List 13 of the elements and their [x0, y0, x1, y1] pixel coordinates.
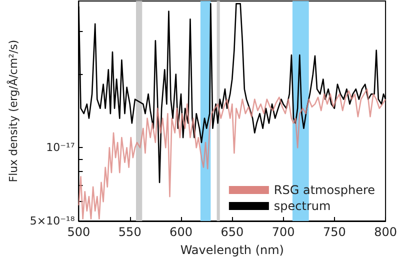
x-axis-title: Wavelength (nm)	[180, 243, 284, 257]
x-tick-label: 700	[272, 225, 295, 239]
legend-label: RSG atmosphere	[274, 183, 376, 197]
x-tick-label: 500	[67, 225, 90, 239]
x-tick-label: 750	[322, 225, 346, 239]
y-axis-title: Flux density (erg/Å/cm²/s)	[6, 40, 20, 182]
x-tick-label: 800	[374, 225, 397, 239]
y-tick-label: 10⁻¹⁷	[46, 141, 75, 154]
y-tick-label: 5×10⁻¹⁸	[30, 214, 76, 228]
x-tick-label: 600	[170, 225, 192, 239]
legend-label: spectrum	[274, 199, 331, 213]
x-tick-label: 650	[220, 225, 244, 239]
x-tick-label: 550	[118, 225, 142, 239]
